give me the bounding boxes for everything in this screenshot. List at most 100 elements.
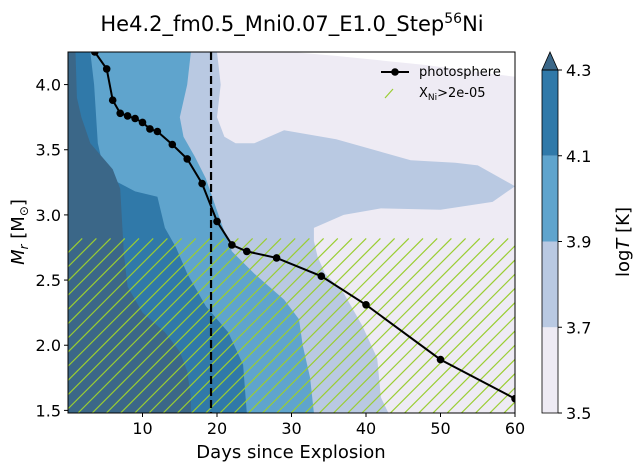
hatch-line-8 <box>68 237 183 353</box>
colorbar-label-var: T <box>613 237 634 250</box>
colorbar-ticks: 3.5 3.7 3.9 4.1 4.3 <box>558 61 591 423</box>
y-axis-label-main: M <box>8 249 29 265</box>
hatch-line-34 <box>375 273 515 413</box>
colorbar-band-1 <box>542 241 558 328</box>
contour-band-4-3 <box>68 52 191 413</box>
hatch-line-35 <box>389 287 515 413</box>
hatch-line-4 <box>68 237 126 297</box>
hatch-line-29 <box>304 237 481 413</box>
y-axis-label-unit-open: [M <box>8 216 29 244</box>
series-point-12 <box>213 217 221 226</box>
chart-title-main: He4.2_fm0.5_Mni0.07_E1.0_Step <box>100 12 444 37</box>
colorbar-band-3 <box>542 70 558 156</box>
y-tick-label: 2.5 <box>36 271 61 290</box>
hatch-line-19 <box>162 237 339 413</box>
y-tick-label: 1.5 <box>36 401 61 420</box>
series-point-7 <box>146 125 154 133</box>
y-tick-label: 3.0 <box>36 206 61 225</box>
hatch-line-37 <box>418 315 515 413</box>
photosphere-series <box>91 52 515 403</box>
colorbar: 3.5 3.7 3.9 4.1 4.3 logT [K] <box>541 51 634 423</box>
y-axis-label-sub: r <box>17 243 31 249</box>
colorbar-label-unit: [K] <box>613 207 634 239</box>
x-ticks: 10 20 30 40 50 60 <box>132 413 525 438</box>
x-tick-label: 30 <box>281 419 301 438</box>
y-ticks: 1.5 2.0 2.5 3.0 3.5 4.0 <box>36 76 68 420</box>
hatch-line-9 <box>68 237 197 368</box>
hatch-line-3 <box>68 237 112 282</box>
series-point-3 <box>116 109 124 118</box>
hatch-line-20 <box>176 237 353 413</box>
colorbar-label-main: log <box>613 250 634 277</box>
plot-area <box>67 51 516 414</box>
series-point-0 <box>91 52 99 56</box>
hatch-line-16 <box>120 237 296 413</box>
legend-hatch-label-tail: >2e-05 <box>437 86 485 101</box>
colorbar-tick-label: 4.1 <box>566 147 591 166</box>
hatch-line-24 <box>233 237 410 413</box>
hatch-line-21 <box>191 237 367 413</box>
colorbar-tick-label: 3.7 <box>566 318 591 337</box>
hatch-line-22 <box>205 237 381 413</box>
colorbar-band-2 <box>542 155 558 242</box>
hatch-line-31 <box>333 237 509 413</box>
chart-title-suffix: Ni <box>462 12 484 36</box>
hatch-line-25 <box>247 237 424 413</box>
hatch-line-23 <box>219 237 396 413</box>
hatch-line-6 <box>68 237 154 325</box>
chart-title-superscript: 56 <box>444 11 462 27</box>
y-tick-label: 2.0 <box>36 336 61 355</box>
x-tick-label: 20 <box>207 419 227 438</box>
nickel-hatch-region <box>68 237 515 413</box>
x-tick-label: 60 <box>505 419 525 438</box>
hatch-line-14 <box>91 237 268 413</box>
legend-hatch-label: XNi>2e-05 <box>419 86 486 103</box>
legend-photosphere-marker <box>391 68 399 76</box>
series-point-1 <box>102 65 111 73</box>
x-tick-label: 40 <box>356 419 376 438</box>
hatch-line-28 <box>290 237 467 413</box>
series-point-2 <box>108 96 117 104</box>
series-point-5 <box>131 114 139 123</box>
chart-title: He4.2_fm0.5_Mni0.07_E1.0_Step56Ni <box>100 11 483 37</box>
hatch-line-40 <box>460 358 515 413</box>
hatch-line-36 <box>404 301 515 413</box>
series-point-9 <box>168 140 177 149</box>
hatch-line-12 <box>68 237 239 410</box>
hatch-line-5 <box>68 237 140 311</box>
hatch-line-15 <box>105 237 282 413</box>
series-point-15 <box>272 254 281 262</box>
hatch-line-38 <box>432 330 515 413</box>
x-tick-label: 10 <box>132 419 152 438</box>
y-tick-label: 3.5 <box>36 141 61 160</box>
series-point-19 <box>511 394 515 403</box>
hatch-line-39 <box>446 344 515 413</box>
hatch-line-32 <box>347 244 515 413</box>
colorbar-extend-arrow <box>541 51 559 71</box>
y-axis-label-unit-close: ] <box>8 199 29 206</box>
hatch-line-41 <box>475 372 515 413</box>
colorbar-tick-label: 3.9 <box>566 233 591 252</box>
y-tick-label: 4.0 <box>36 76 61 95</box>
hatch-line-17 <box>134 237 310 413</box>
colorbar-tick-label: 4.3 <box>566 61 591 80</box>
x-tick-label: 50 <box>430 419 450 438</box>
series-point-10 <box>183 155 191 163</box>
colorbar-tick-label: 3.5 <box>566 404 591 423</box>
hatch-line-7 <box>68 237 168 339</box>
y-axis-label: Mr [M⊙] <box>8 199 31 265</box>
hatch-line-30 <box>318 237 495 413</box>
series-point-13 <box>228 241 236 249</box>
series-point-17 <box>362 301 370 309</box>
y-axis-label-unit-sub: ⊙ <box>17 206 31 216</box>
legend-hatch-label-main: X <box>419 86 428 101</box>
series-point-8 <box>153 127 162 136</box>
hatch-line-27 <box>276 237 452 413</box>
series-point-14 <box>243 247 251 256</box>
hatch-line-10 <box>68 237 211 382</box>
colorbar-bands <box>542 70 558 413</box>
series-point-16 <box>317 272 326 281</box>
hatch-line-11 <box>68 237 225 396</box>
hatch-line-33 <box>361 259 515 413</box>
legend: photosphere XNi>2e-05 <box>381 65 501 103</box>
